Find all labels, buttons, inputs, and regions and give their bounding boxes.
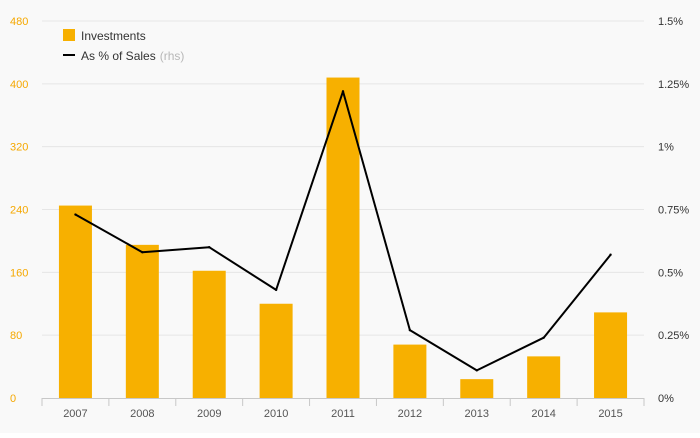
- left-axis-tick-label: 320: [10, 142, 28, 154]
- x-axis-tick-label: 2010: [264, 408, 288, 420]
- legend-swatch-investments: [63, 29, 75, 41]
- point-sales-pct-2012: [408, 328, 412, 332]
- x-axis-tick-label: 2013: [465, 408, 489, 420]
- x-axis-tick-label: 2008: [130, 408, 154, 420]
- bar-investments-2009: [192, 270, 226, 398]
- x-axis-tick-label: 2014: [531, 408, 555, 420]
- bars-layer: [58, 77, 628, 399]
- right-axis-tick-label: 0.5%: [658, 267, 683, 279]
- point-sales-pct-2010: [274, 288, 278, 292]
- legend-label-investments: Investments: [81, 29, 146, 43]
- left-axis-tick-label: 160: [10, 267, 28, 279]
- left-axis-tick-label: 400: [10, 79, 28, 91]
- left-axis-tick-label: 0: [10, 393, 16, 405]
- bar-investments-2015: [594, 312, 628, 398]
- point-sales-pct-2007: [74, 213, 77, 216]
- right-axis-tick-label: 0%: [658, 393, 674, 405]
- legend-label-sales-pct: As % of Sales (rhs): [81, 49, 184, 63]
- right-axis-tick-label: 1.5%: [658, 16, 683, 28]
- left-axis-tick-label: 80: [10, 330, 22, 342]
- left-axis-tick-label: 480: [10, 16, 28, 28]
- point-sales-pct-2011: [341, 90, 345, 93]
- x-axis-tick-label: 2007: [63, 408, 87, 420]
- legend-label-sales-pct-text: As % of Sales: [81, 49, 156, 63]
- point-sales-pct-2008: [141, 251, 144, 254]
- x-axis-tick-label: 2011: [331, 408, 355, 420]
- bar-investments-2007: [58, 205, 92, 398]
- point-sales-pct-2013: [475, 369, 478, 372]
- right-axis-tick-label: 1%: [658, 142, 674, 154]
- bar-investments-2014: [527, 356, 561, 398]
- legend-label-sales-pct-note: (rhs): [160, 49, 185, 63]
- point-sales-pct-2009: [208, 246, 211, 249]
- bar-investments-2012: [393, 344, 427, 398]
- left-axis-tick-label: 240: [10, 205, 28, 217]
- right-axis-tick-label: 1.25%: [658, 79, 689, 91]
- x-axis-tick-label: 2012: [398, 408, 422, 420]
- point-sales-pct-2015: [609, 253, 612, 256]
- line-layer: [74, 90, 612, 372]
- axis-layer: 0 80 160 240 320 400 480 0% 0.25% 0.5% 0.75% 1% 1.25…: [10, 16, 689, 420]
- x-axis-tick-label: 2009: [197, 408, 221, 420]
- x-axis-tick-label: 2015: [598, 408, 622, 420]
- bar-investments-2010: [259, 303, 293, 398]
- bar-investments-2008: [125, 244, 159, 398]
- right-axis-tick-label: 0.25%: [658, 330, 689, 342]
- right-axis-tick-label: 0.75%: [658, 205, 689, 217]
- bar-investments-2013: [460, 379, 494, 398]
- point-sales-pct-2014: [542, 336, 545, 339]
- legend: Investments As % of Sales (rhs): [63, 29, 184, 63]
